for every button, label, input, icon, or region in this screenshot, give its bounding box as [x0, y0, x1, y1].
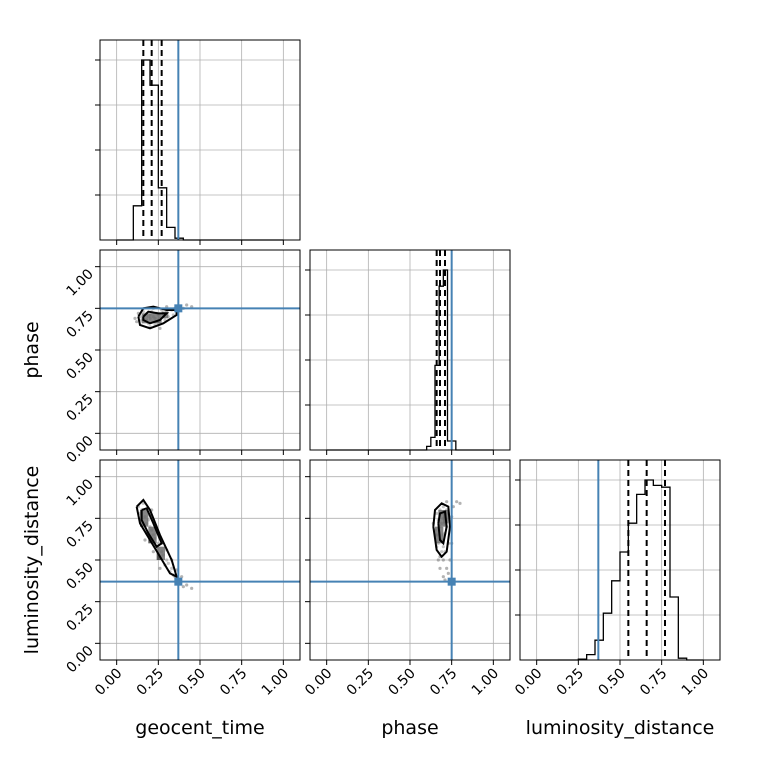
- sample-point: [445, 500, 449, 504]
- hist-panel-phase-frame: [309, 249, 511, 451]
- density-cell: [156, 546, 165, 560]
- tick-label-x: 0.50: [175, 666, 208, 699]
- sample-point: [133, 316, 137, 320]
- density-cell: [148, 526, 157, 544]
- sample-point: [158, 326, 162, 330]
- truth-marker: [174, 304, 183, 313]
- sample-point: [170, 566, 174, 570]
- tick-label-y: 0.00: [63, 643, 96, 676]
- contour-level: [432, 502, 452, 559]
- panel-geocent_time-vs-luminosity_distance-frame: [99, 459, 301, 661]
- density-cell: [438, 510, 447, 527]
- hist-panel-luminosity_distance: 0.00 0.25 0.50 0.75 1.00: [512, 459, 721, 699]
- xlabel-luminosity-distance: luminosity_distance: [526, 717, 715, 739]
- truth-marker: [447, 577, 456, 586]
- sample-point: [158, 566, 162, 570]
- xlabel-phase: phase: [381, 717, 438, 739]
- sample-point: [446, 571, 450, 575]
- tick-label-y: 0.00: [63, 433, 96, 466]
- sample-point: [151, 550, 155, 554]
- tick-label-x: 0.00: [302, 666, 335, 699]
- hist-panel-phase: [305, 249, 511, 455]
- sample-point: [185, 303, 189, 307]
- sample-point: [435, 511, 439, 515]
- density-cell: [148, 313, 155, 324]
- tick-label-y: 0.75: [63, 308, 96, 341]
- tick-label-y: 0.25: [63, 601, 96, 634]
- sample-point: [180, 575, 184, 579]
- sample-point: [438, 566, 442, 570]
- sample-point: [181, 585, 185, 589]
- tick-label-x: 1.00: [259, 666, 292, 699]
- ylabel-luminosity-distance: luminosity_distance: [21, 466, 43, 655]
- xlabel-geocent-time: geocent_time: [135, 717, 264, 739]
- tick-label-x: 0.75: [217, 666, 250, 699]
- sample-point: [455, 500, 459, 504]
- density-cell: [141, 313, 149, 324]
- contour-level: [135, 498, 179, 579]
- tick-label-x: 0.00: [92, 666, 125, 699]
- tick-label-y: 0.75: [63, 518, 96, 551]
- sample-point: [135, 320, 139, 324]
- contour-level: [140, 507, 163, 549]
- hist-panel-luminosity_distance-frame: [519, 459, 721, 661]
- ylabel-phase: phase: [21, 321, 43, 378]
- hist-panel-geocent_time-frame: [99, 39, 301, 241]
- tick-label-y: 0.50: [63, 350, 96, 383]
- sample-point: [185, 583, 189, 587]
- panel-geocent_time-vs-phase-frame: [99, 249, 301, 451]
- sample-point: [143, 538, 147, 542]
- tick-label-y: 0.25: [63, 391, 96, 424]
- sample-point: [441, 505, 445, 509]
- sample-point: [458, 501, 462, 505]
- tick-label-y: 1.00: [63, 476, 96, 509]
- tick-label-y: 0.50: [63, 560, 96, 593]
- panel-geocent_time-vs-phase: 0.00 0.25 0.50 0.75 1.00: [63, 249, 301, 466]
- tick-label-x: 1.00: [679, 666, 712, 699]
- sample-point: [165, 558, 169, 562]
- panel-geocent_time-vs-luminosity_distance: 0.00 0.25 0.50 0.75 1.000.000.250.500.751.00: [63, 459, 301, 699]
- density-cell: [140, 510, 149, 527]
- hist-panel-geocent_time: [95, 39, 301, 245]
- tick-label-x: 0.50: [385, 666, 418, 699]
- truth-marker: [174, 577, 183, 586]
- tick-label-x: 0.50: [595, 666, 628, 699]
- tick-label-x: 0.25: [554, 666, 587, 699]
- panel-phase-vs-luminosity_distance: 0.00 0.25 0.50 0.75 1.00: [302, 459, 511, 699]
- tick-label-x: 0.75: [427, 666, 460, 699]
- sample-point: [436, 558, 440, 562]
- tick-label-y: 1.00: [63, 266, 96, 299]
- contour-level: [437, 510, 448, 546]
- sample-point: [441, 545, 445, 549]
- sample-point: [166, 561, 170, 565]
- contour-level: [142, 310, 170, 325]
- tick-label-x: 0.75: [637, 666, 670, 699]
- sample-point: [441, 558, 445, 562]
- density-cell: [155, 313, 162, 324]
- tick-label-x: 0.25: [344, 666, 377, 699]
- sample-point: [445, 566, 449, 570]
- tick-label-x: 0.25: [134, 666, 167, 699]
- tick-label-x: 1.00: [469, 666, 502, 699]
- tick-label-x: 0.00: [512, 666, 545, 699]
- sample-point: [441, 575, 445, 579]
- sample-point: [440, 550, 444, 554]
- panel-phase-vs-luminosity_distance-frame: [309, 459, 511, 661]
- sample-point: [190, 586, 194, 590]
